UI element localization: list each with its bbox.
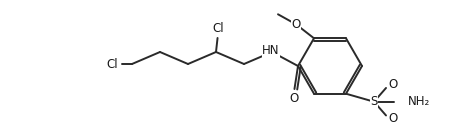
Text: O: O (388, 78, 398, 91)
Text: O: O (388, 112, 398, 125)
Text: O: O (289, 92, 299, 105)
Text: Cl: Cl (106, 58, 118, 71)
Text: Cl: Cl (212, 22, 224, 34)
Text: NH₂: NH₂ (408, 95, 430, 108)
Text: O: O (291, 18, 301, 31)
Text: S: S (370, 95, 378, 108)
Text: HN: HN (262, 44, 280, 58)
